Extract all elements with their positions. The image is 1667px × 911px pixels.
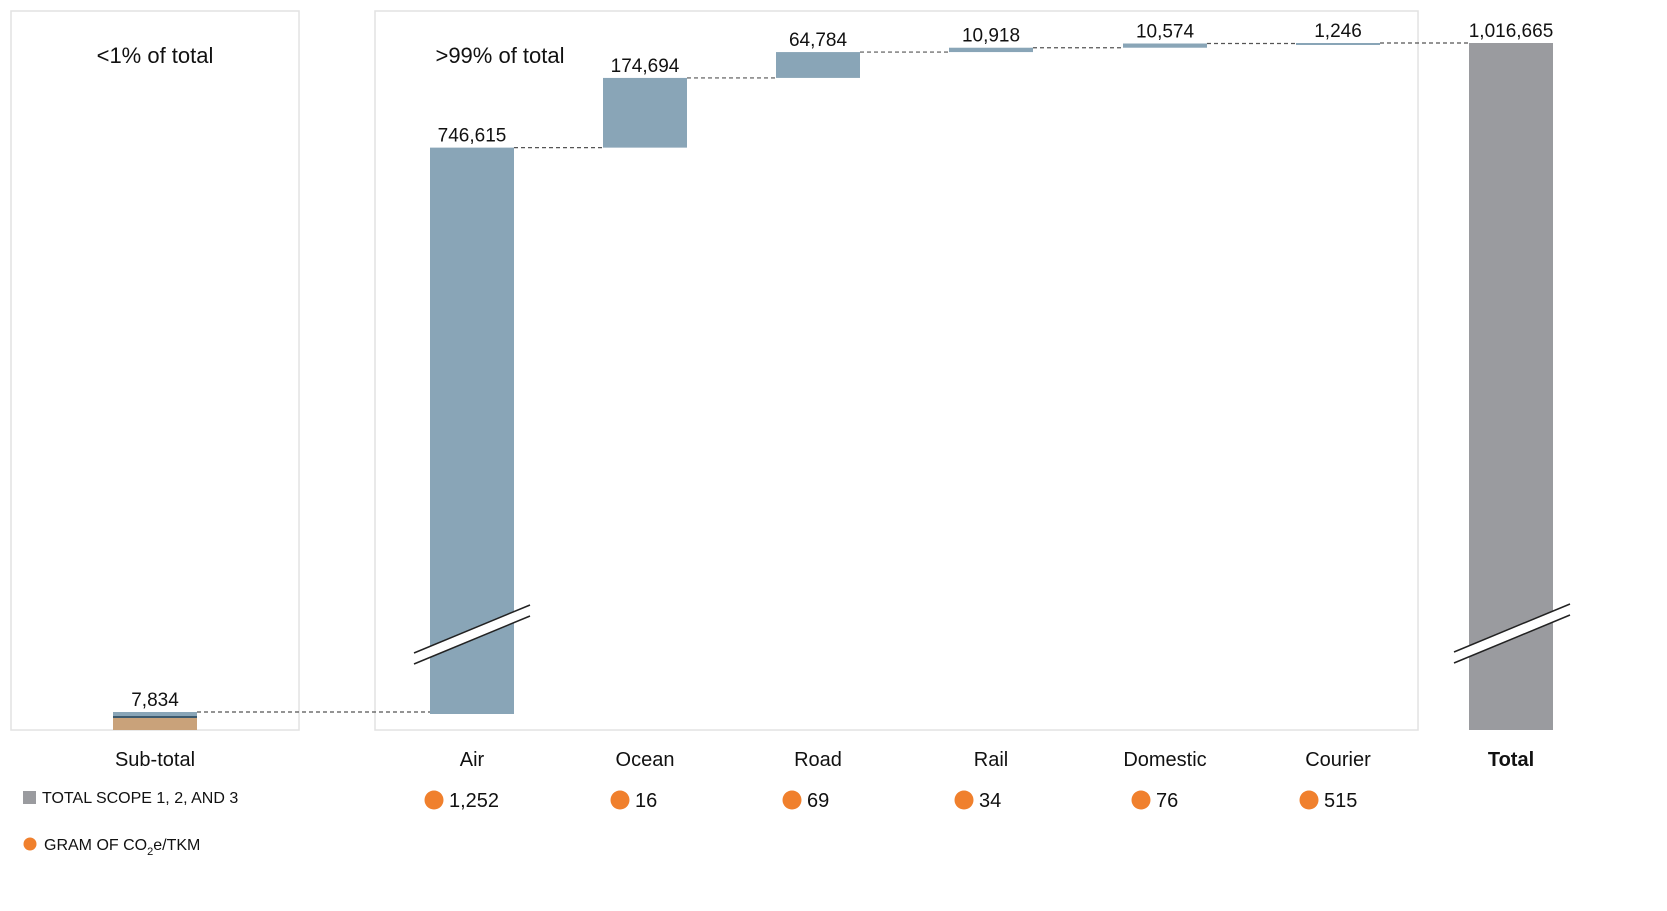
value-label-air: 746,615	[438, 126, 507, 147]
axis-break-air-gap	[414, 605, 530, 664]
value-label-ocean: 174,694	[611, 56, 680, 77]
intensity-label-ocean: 16	[635, 790, 657, 812]
legend-intensity-main: GRAM OF CO	[44, 837, 147, 854]
intensity-dot-rail	[954, 790, 974, 810]
value-label-courier: 1,246	[1314, 21, 1362, 42]
category-label-rail: Rail	[974, 749, 1008, 771]
intensity-label-rail: 34	[979, 790, 1001, 812]
axis-break-total-gap	[1454, 604, 1570, 663]
panel-right	[374, 10, 1419, 731]
intensity-dot-air	[424, 790, 444, 810]
intensity-label-domestic: 76	[1156, 790, 1178, 812]
intensity-dot-domestic	[1131, 790, 1151, 810]
panel-left	[10, 10, 300, 731]
value-label-rail: 10,918	[962, 26, 1020, 47]
bar-sub-total-top	[113, 712, 197, 716]
axis-break-total-line-b	[1453, 614, 1571, 664]
value-label-domestic: 10,574	[1136, 21, 1195, 42]
category-label-road: Road	[794, 749, 842, 771]
value-label-total: 1,016,665	[1469, 21, 1554, 42]
bar-sub-total-line	[113, 716, 197, 718]
bar-domestic	[1123, 43, 1207, 48]
legend-intensity-sub: 2	[147, 846, 153, 858]
panel-right-title: >99% of total	[435, 43, 564, 68]
panel-left-title: <1% of total	[97, 43, 214, 68]
category-label-total: Total	[1488, 749, 1534, 771]
bar-courier	[1296, 43, 1380, 45]
legend-intensity-label: GRAM OF CO2e/TKM	[44, 837, 200, 858]
legend-total-marker	[23, 791, 36, 804]
intensity-dot-courier	[1299, 790, 1319, 810]
intensity-label-air: 1,252	[449, 790, 499, 812]
category-label-ocean: Ocean	[616, 749, 675, 771]
axis-break-total-line-a	[1453, 603, 1571, 653]
legend-intensity-rest: e/TKM	[153, 837, 200, 854]
category-label-courier: Courier	[1305, 749, 1371, 771]
category-label-sub-total: Sub-total	[115, 749, 195, 771]
value-label-road: 64,784	[789, 30, 848, 51]
legend-total-label: TOTAL SCOPE 1, 2, AND 3	[42, 790, 238, 807]
category-label-air: Air	[460, 749, 485, 771]
intensity-dot-ocean	[610, 790, 630, 810]
bar-total	[1469, 43, 1553, 730]
intensity-dot-road	[782, 790, 802, 810]
category-label-domestic: Domestic	[1123, 749, 1206, 771]
value-label-sub-total: 7,834	[131, 690, 179, 711]
intensity-label-road: 69	[807, 790, 829, 812]
legend-intensity-marker	[23, 837, 37, 851]
bar-ocean	[603, 77, 687, 148]
axis-break-air-line-b	[413, 615, 531, 665]
axis-break-air-line-a	[413, 604, 531, 654]
intensity-label-courier: 515	[1324, 790, 1357, 812]
bar-rail	[949, 47, 1033, 53]
bar-road	[776, 52, 860, 78]
